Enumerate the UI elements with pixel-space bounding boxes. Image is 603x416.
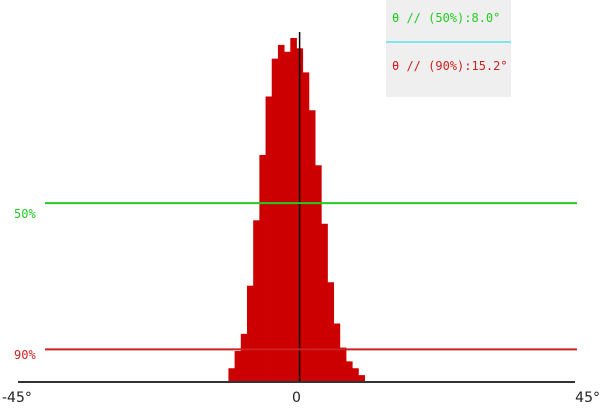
histogram-bar — [352, 368, 359, 382]
histogram-bar — [265, 96, 273, 382]
histogram-bar — [277, 44, 285, 382]
legend-background — [386, 0, 511, 97]
histogram-bar — [290, 38, 297, 382]
histogram-bar — [253, 220, 260, 382]
histogram-bar — [284, 51, 291, 382]
histogram-bar — [259, 154, 266, 382]
histogram-bar — [240, 333, 248, 382]
histogram-bar — [358, 375, 365, 382]
x-tick-label: -45° — [2, 390, 32, 406]
histogram-bar — [339, 347, 347, 382]
histogram-bar — [308, 110, 316, 383]
histogram-bar — [346, 361, 353, 382]
histogram-bar — [315, 165, 322, 382]
histogram-bar — [234, 351, 242, 382]
legend-box: θ // (50%):8.0° θ // (90%):15.2° — [386, 0, 511, 97]
histogram-bar — [271, 58, 279, 382]
histogram-bar — [321, 223, 328, 382]
threshold-label-50: 50% — [14, 207, 36, 221]
histogram-bar — [327, 282, 335, 382]
x-tick-label: 0 — [292, 390, 301, 406]
histogram-bar — [333, 323, 341, 382]
x-tick-label: 45° — [575, 390, 600, 406]
histogram-bar — [228, 368, 236, 382]
legend-entry-50: θ // (50%):8.0° — [392, 11, 500, 25]
legend-entry-90: θ // (90%):15.2° — [392, 59, 508, 73]
threshold-label-90: 90% — [14, 348, 36, 362]
histogram-bar — [302, 72, 310, 383]
histogram-bar — [246, 285, 254, 382]
histogram-bars — [228, 38, 365, 383]
x-axis-ticks: -45° 0 45° — [2, 390, 600, 406]
